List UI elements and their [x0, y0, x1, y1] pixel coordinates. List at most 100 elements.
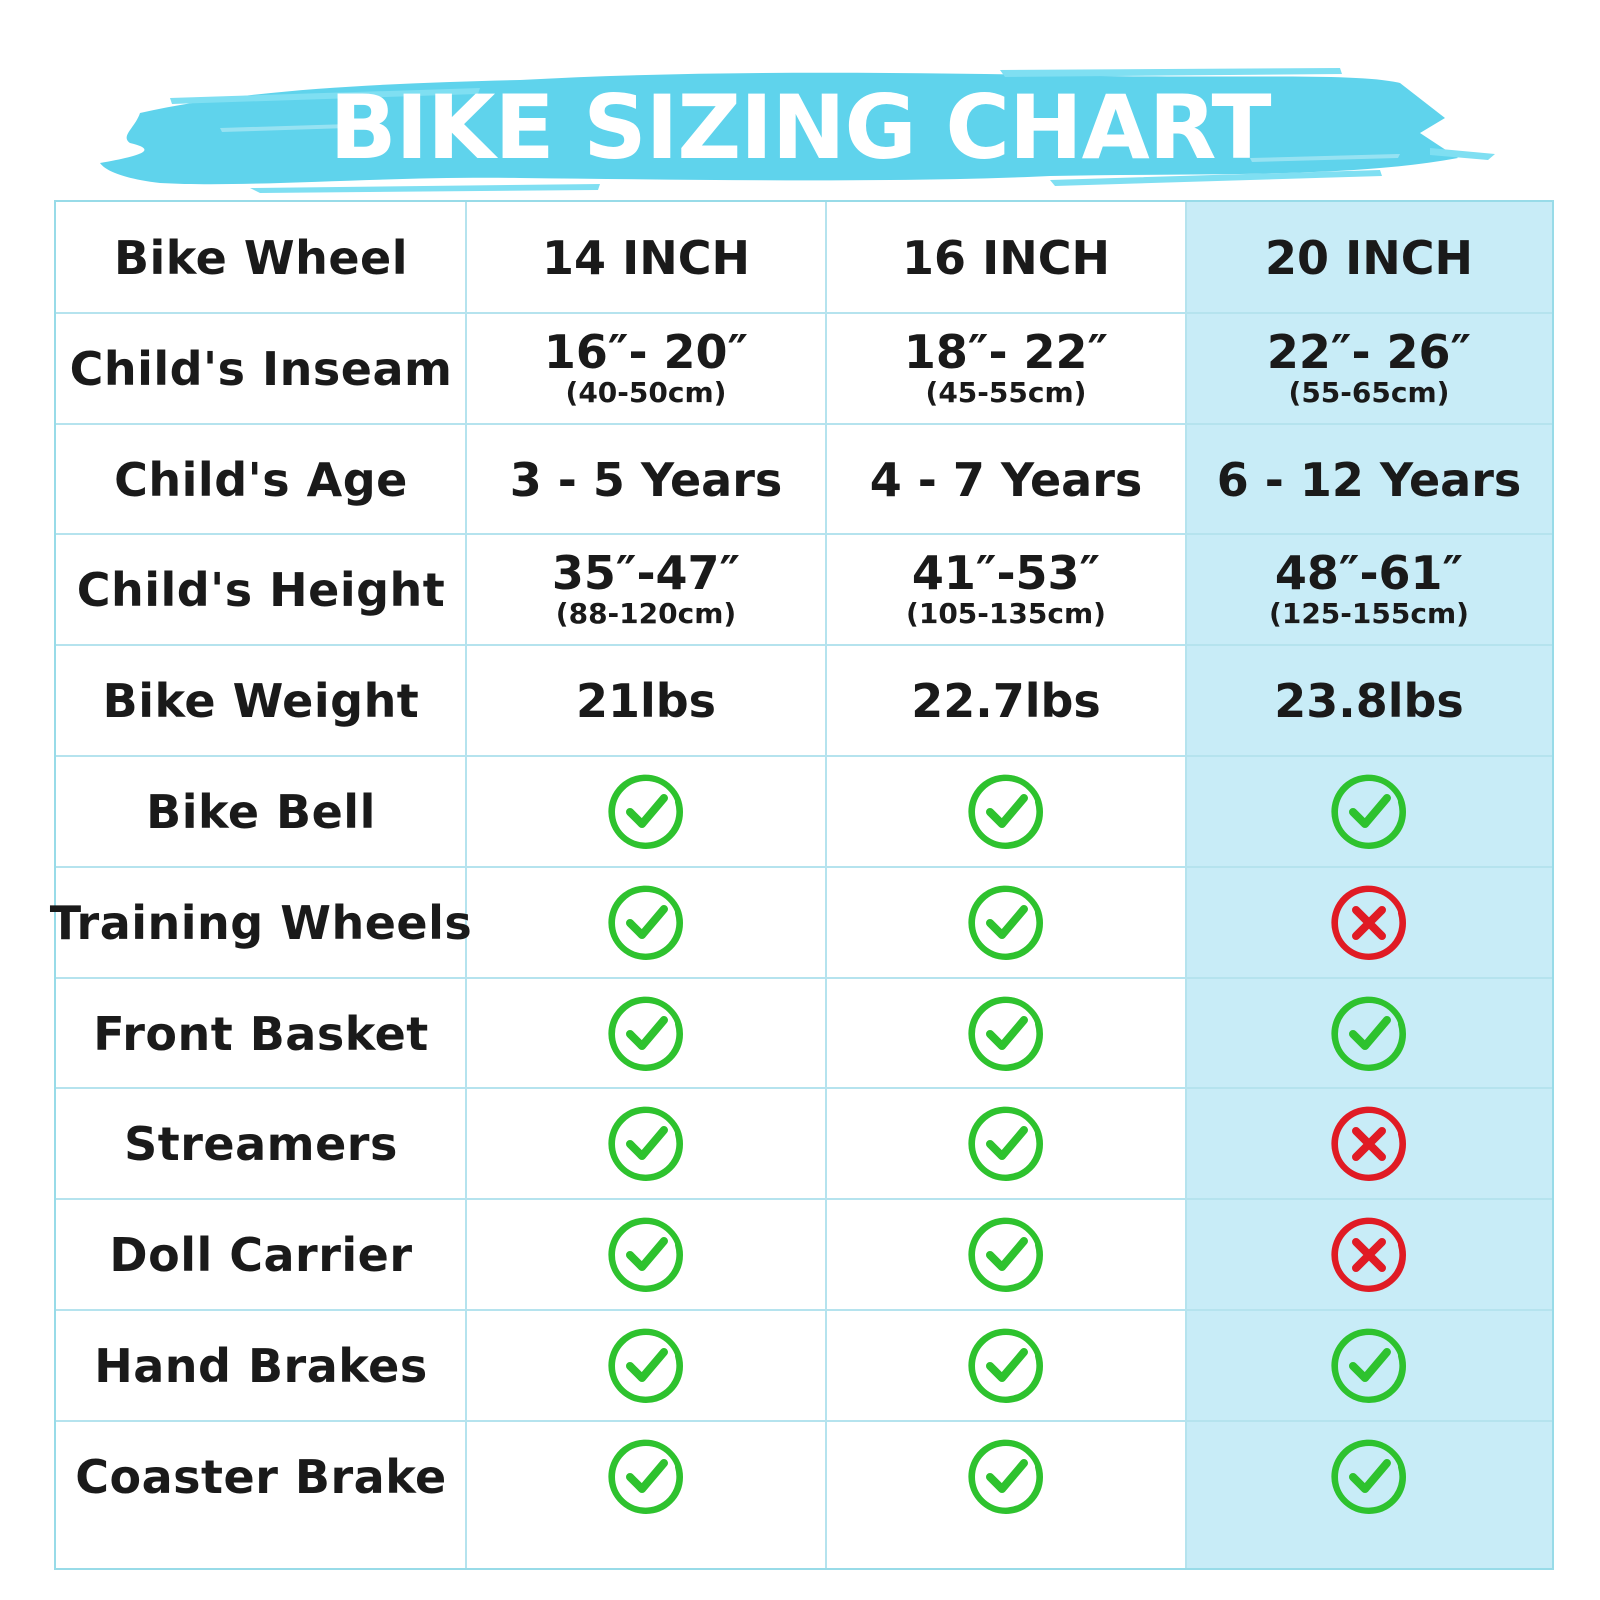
row-divider: [56, 1087, 1552, 1089]
sizing-table: Bike Wheel 14 INCH 16 INCH 20 INCH Child's I…: [50, 200, 1554, 1570]
row-label: Child's Age: [56, 424, 466, 535]
row-label: Front Basket: [56, 978, 466, 1089]
cross-icon: [1331, 1217, 1406, 1292]
title-banner: BIKE SIZING CHART: [100, 58, 1500, 196]
column-header: 14 INCH: [466, 202, 826, 313]
feature-cell: [826, 867, 1186, 978]
check-icon: [968, 1217, 1043, 1292]
feature-cell: [1186, 756, 1552, 867]
measure-cm: (105-135cm): [906, 596, 1106, 630]
value-cell: 23.8lbs: [1186, 645, 1552, 756]
feature-cell: [826, 1088, 1186, 1199]
check-icon: [968, 885, 1043, 960]
column-header: 20 INCH: [1186, 202, 1552, 313]
feature-cell: [826, 978, 1186, 1089]
brush-stroke-background: [100, 68, 1495, 193]
value-text: 3 - 5 Years: [509, 452, 783, 507]
row-label: Training Wheels: [50, 867, 472, 978]
check-icon: [968, 774, 1043, 849]
feature-cell: [826, 1310, 1186, 1421]
feature-cell: [466, 867, 826, 978]
check-icon: [608, 1217, 683, 1292]
value-text: 6 - 12 Years: [1216, 452, 1522, 507]
row-divider: [56, 977, 1552, 979]
feature-cell: [826, 1199, 1186, 1310]
feature-cell: [1186, 1421, 1552, 1532]
row-divider: [56, 1420, 1552, 1422]
column-header-text: 14 INCH: [542, 230, 750, 285]
measure-inches: 35″-47″: [551, 545, 741, 600]
measure-inches: 16″- 20″: [543, 324, 749, 379]
row-divider: [56, 866, 1552, 868]
row-label: Bike Weight: [56, 645, 466, 756]
feature-cell: [1186, 1199, 1552, 1310]
check-icon: [968, 1439, 1043, 1514]
check-icon: [608, 1439, 683, 1514]
feature-cell: [1186, 1310, 1552, 1421]
row-divider: [56, 644, 1552, 646]
row-label-text: Training Wheels: [49, 895, 473, 950]
row-label: Child's Height: [56, 534, 466, 645]
feature-cell: [1186, 1088, 1552, 1199]
row-divider: [56, 1309, 1552, 1311]
feature-cell: [466, 1421, 826, 1532]
measure-cm: (40-50cm): [565, 375, 727, 409]
row-divider: [56, 312, 1552, 314]
value-cell: 4 - 7 Years: [826, 424, 1186, 535]
measure-cm: (88-120cm): [555, 596, 737, 630]
check-icon: [1331, 1328, 1406, 1403]
measure-inches: 18″- 22″: [903, 324, 1109, 379]
row-label-text: Hand Brakes: [94, 1338, 428, 1393]
measure-cell: 48″-61″ (125-155cm): [1186, 534, 1552, 645]
check-icon: [1331, 996, 1406, 1071]
value-cell: 6 - 12 Years: [1186, 424, 1552, 535]
feature-cell: [1186, 867, 1552, 978]
value-cell: 21lbs: [466, 645, 826, 756]
measure-cm: (55-65cm): [1288, 375, 1450, 409]
check-icon: [968, 996, 1043, 1071]
row-label-text: Bike Wheel: [113, 230, 409, 285]
check-icon: [608, 996, 683, 1071]
row-divider: [56, 533, 1552, 535]
row-label: Bike Bell: [56, 756, 466, 867]
row-label-text: Bike Bell: [146, 784, 376, 839]
measure-cell: 16″- 20″ (40-50cm): [466, 313, 826, 424]
value-cell: 3 - 5 Years: [466, 424, 826, 535]
row-label-text: Streamers: [124, 1116, 398, 1171]
measure-cell: 41″-53″ (105-135cm): [826, 534, 1186, 645]
value-text: 23.8lbs: [1274, 673, 1464, 728]
row-divider: [56, 1198, 1552, 1200]
row-label-text: Child's Age: [114, 452, 408, 507]
check-icon: [968, 1328, 1043, 1403]
value-cell: 22.7lbs: [826, 645, 1186, 756]
row-label-text: Child's Inseam: [69, 341, 453, 396]
row-label-text: Bike Weight: [102, 673, 420, 728]
check-icon: [608, 885, 683, 960]
feature-cell: [466, 1088, 826, 1199]
measure-cm: (45-55cm): [925, 375, 1087, 409]
column-header-text: 16 INCH: [902, 230, 1110, 285]
value-text: 22.7lbs: [911, 673, 1101, 728]
column-divider: [825, 202, 827, 1568]
row-label: Coaster Brake: [56, 1421, 466, 1532]
row-divider: [56, 423, 1552, 425]
row-label-text: Doll Carrier: [109, 1227, 413, 1282]
check-icon: [608, 774, 683, 849]
feature-cell: [1186, 978, 1552, 1089]
feature-cell: [466, 1310, 826, 1421]
feature-cell: [466, 756, 826, 867]
measure-inches: 22″- 26″: [1266, 324, 1472, 379]
row-label-text: Front Basket: [93, 1006, 429, 1061]
row-label: Streamers: [56, 1088, 466, 1199]
column-divider: [1185, 202, 1187, 1568]
row-label: Child's Inseam: [56, 313, 466, 424]
row-label-text: Coaster Brake: [75, 1449, 447, 1504]
check-icon: [1331, 774, 1406, 849]
feature-cell: [826, 1421, 1186, 1532]
column-header: 16 INCH: [826, 202, 1186, 313]
feature-cell: [466, 978, 826, 1089]
measure-inches: 48″-61″: [1274, 545, 1464, 600]
row-label: Doll Carrier: [56, 1199, 466, 1310]
check-icon: [608, 1328, 683, 1403]
cross-icon: [1331, 1106, 1406, 1181]
